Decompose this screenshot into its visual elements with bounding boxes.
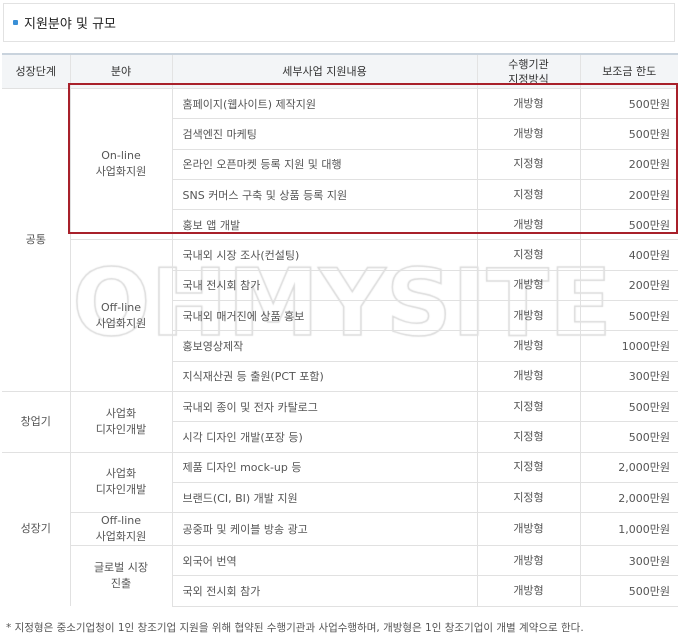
table-row: SNS 커머스 구축 및 상품 등록 지원 지정형 200만원 — [2, 178, 678, 210]
field-cell: Off-line 사업화지원 — [69, 239, 172, 392]
table-row: 글로벌 시장 진출 외국어 번역 개방형 300만원 — [2, 545, 678, 607]
field-name-line1: On-line — [101, 149, 141, 163]
limit-cell: 1,000만원 — [579, 512, 678, 546]
limit-cell: 500만원 — [579, 118, 678, 150]
field-name-line2: 디자인개발 — [95, 483, 147, 497]
detail-cell: 검색엔진 마케팅 — [171, 118, 477, 150]
field-name-line1: Off-line — [100, 300, 142, 314]
detail-cell: 국내외 시장 조사(컨설팅) — [171, 239, 477, 271]
table-row: 지식재산권 등 출원(PCT 포함) 개방형 300만원 — [2, 360, 678, 392]
method-cell: 지정형 — [476, 481, 580, 513]
limit-cell: 200만원 — [579, 148, 678, 180]
method-cell: 지정형 — [476, 239, 580, 271]
field-name-line2: 사업화지원 — [95, 316, 147, 330]
stage-cell: 창업기 — [2, 390, 70, 453]
detail-cell: 홈페이지(웹사이트) 제작지원 — [171, 87, 477, 119]
detail-cell: 온라인 오픈마켓 등록 지원 및 대행 — [171, 148, 477, 180]
table-row: 창업기 사업화 디자인개발 국내외 종이 및 전자 카탈로그 지정형 500만원 — [2, 390, 678, 453]
bullet-icon — [13, 20, 18, 25]
stage-cell: 성장기 — [2, 451, 70, 607]
limit-cell: 200만원 — [579, 178, 678, 210]
header-stage: 성장단계 — [2, 54, 70, 89]
detail-cell: 홍보 앱 개발 — [171, 209, 477, 240]
limit-cell: 200만원 — [579, 269, 678, 301]
detail-cell: 시각 디자인 개발(포장 등) — [171, 421, 477, 453]
section-header: 지원분야 및 규모 — [3, 3, 675, 42]
limit-cell: 500만원 — [579, 87, 678, 119]
table-row: 공통 On-line 사업화지원 홈페이지(웹사이트) 제작지원 개방형 500만원 — [2, 87, 678, 392]
limit-cell: 300만원 — [579, 545, 678, 576]
header-method: 수행기관 지정방식 — [476, 54, 580, 89]
detail-cell: 브랜드(CI, BI) 개발 지원 — [171, 481, 477, 513]
limit-cell: 1000만원 — [579, 330, 678, 362]
method-cell: 개방형 — [476, 209, 580, 240]
method-cell: 지정형 — [476, 421, 580, 453]
field-name-line2: 디자인개발 — [95, 422, 147, 436]
method-cell: 지정형 — [476, 178, 580, 210]
method-cell: 개방형 — [476, 360, 580, 392]
field-name-line1: 글로벌 시장 — [93, 561, 149, 575]
table-row: Off-line 사업화지원 국내외 시장 조사(컨설팅) 지정형 400만원 — [2, 239, 678, 392]
field-name-line2: 사업화지원 — [95, 530, 147, 544]
limit-cell: 500만원 — [579, 209, 678, 240]
limit-cell: 300만원 — [579, 360, 678, 392]
method-cell: 지정형 — [476, 390, 580, 422]
footnote: * 지정형은 중소기업청이 1인 창조기업 지원을 위해 협약된 수행기관과 사… — [6, 621, 584, 634]
method-cell: 개방형 — [476, 300, 580, 331]
detail-cell: 지식재산권 등 출원(PCT 포함) — [171, 360, 477, 392]
section-title: 지원분야 및 규모 — [24, 17, 116, 32]
detail-cell: 공중파 및 케이블 방송 광고 — [171, 512, 477, 546]
method-cell: 개방형 — [476, 118, 580, 150]
field-name-line1: Off-line — [100, 514, 142, 528]
detail-cell: 국외 전시회 참가 — [171, 575, 477, 607]
field-cell: On-line 사업화지원 — [69, 87, 172, 240]
method-cell: 개방형 — [476, 330, 580, 362]
table-row: 홍보 앱 개발 개방형 500만원 — [2, 209, 678, 240]
support-table: 성장단계 분야 세부사업 지원내용 수행기관 지정방식 보조금 한도 공통 On-l… — [2, 53, 678, 607]
header-row: 성장단계 분야 세부사업 지원내용 수행기관 지정방식 보조금 한도 — [2, 54, 678, 89]
limit-cell: 2,000만원 — [579, 451, 678, 483]
field-name-line2: 진출 — [110, 577, 132, 591]
stage-cell: 공통 — [2, 88, 70, 392]
method-cell: 지정형 — [476, 148, 580, 180]
detail-cell: 홍보영상제작 — [171, 330, 477, 362]
table-row: 온라인 오픈마켓 등록 지원 및 대행 지정형 200만원 — [2, 148, 678, 180]
limit-cell: 500만원 — [579, 421, 678, 453]
method-cell: 개방형 — [476, 545, 580, 576]
header-detail: 세부사업 지원내용 — [171, 54, 477, 89]
header-field: 분야 — [69, 54, 172, 89]
detail-cell: 제품 디자인 mock-up 등 — [171, 451, 477, 483]
table-row: 국외 전시회 참가 개방형 500만원 — [2, 575, 678, 607]
field-cell: Off-line 사업화지원 — [69, 512, 172, 546]
table-row: 검색엔진 마케팅 개방형 500만원 — [2, 118, 678, 150]
method-cell: 개방형 — [476, 269, 580, 301]
detail-cell: 국내외 종이 및 전자 카탈로그 — [171, 390, 477, 422]
limit-cell: 400만원 — [579, 239, 678, 271]
limit-cell: 500만원 — [579, 575, 678, 607]
header-limit: 보조금 한도 — [579, 54, 678, 89]
table-row: Off-line 사업화지원 공중파 및 케이블 방송 광고 개방형 1,000만원 — [2, 512, 678, 546]
method-cell: 개방형 — [476, 575, 580, 607]
limit-cell: 500만원 — [579, 300, 678, 331]
method-cell: 지정형 — [476, 451, 580, 483]
field-name-line2: 사업화지원 — [95, 165, 147, 179]
field-name-line1: 사업화 — [105, 467, 137, 481]
detail-cell: 외국어 번역 — [171, 545, 477, 576]
limit-cell: 500만원 — [579, 390, 678, 422]
limit-cell: 2,000만원 — [579, 481, 678, 513]
table-row: 성장기 사업화 디자인개발 제품 디자인 mock-up 등 지정형 2,000만원 — [2, 451, 678, 607]
detail-cell: SNS 커머스 구축 및 상품 등록 지원 — [171, 178, 477, 210]
field-name-line1: 사업화 — [105, 406, 137, 420]
method-cell: 개방형 — [476, 87, 580, 119]
table-row: 시각 디자인 개발(포장 등) 지정형 500만원 — [2, 421, 678, 453]
table-row: 브랜드(CI, BI) 개발 지원 지정형 2,000만원 — [2, 481, 678, 513]
detail-cell: 국내외 매거진에 상품 홍보 — [171, 300, 477, 331]
method-cell: 개방형 — [476, 512, 580, 546]
detail-cell: 국내 전시회 참가 — [171, 269, 477, 301]
content-area: 성장단계 분야 세부사업 지원내용 수행기관 지정방식 보조금 한도 공통 On-l… — [2, 53, 678, 635]
